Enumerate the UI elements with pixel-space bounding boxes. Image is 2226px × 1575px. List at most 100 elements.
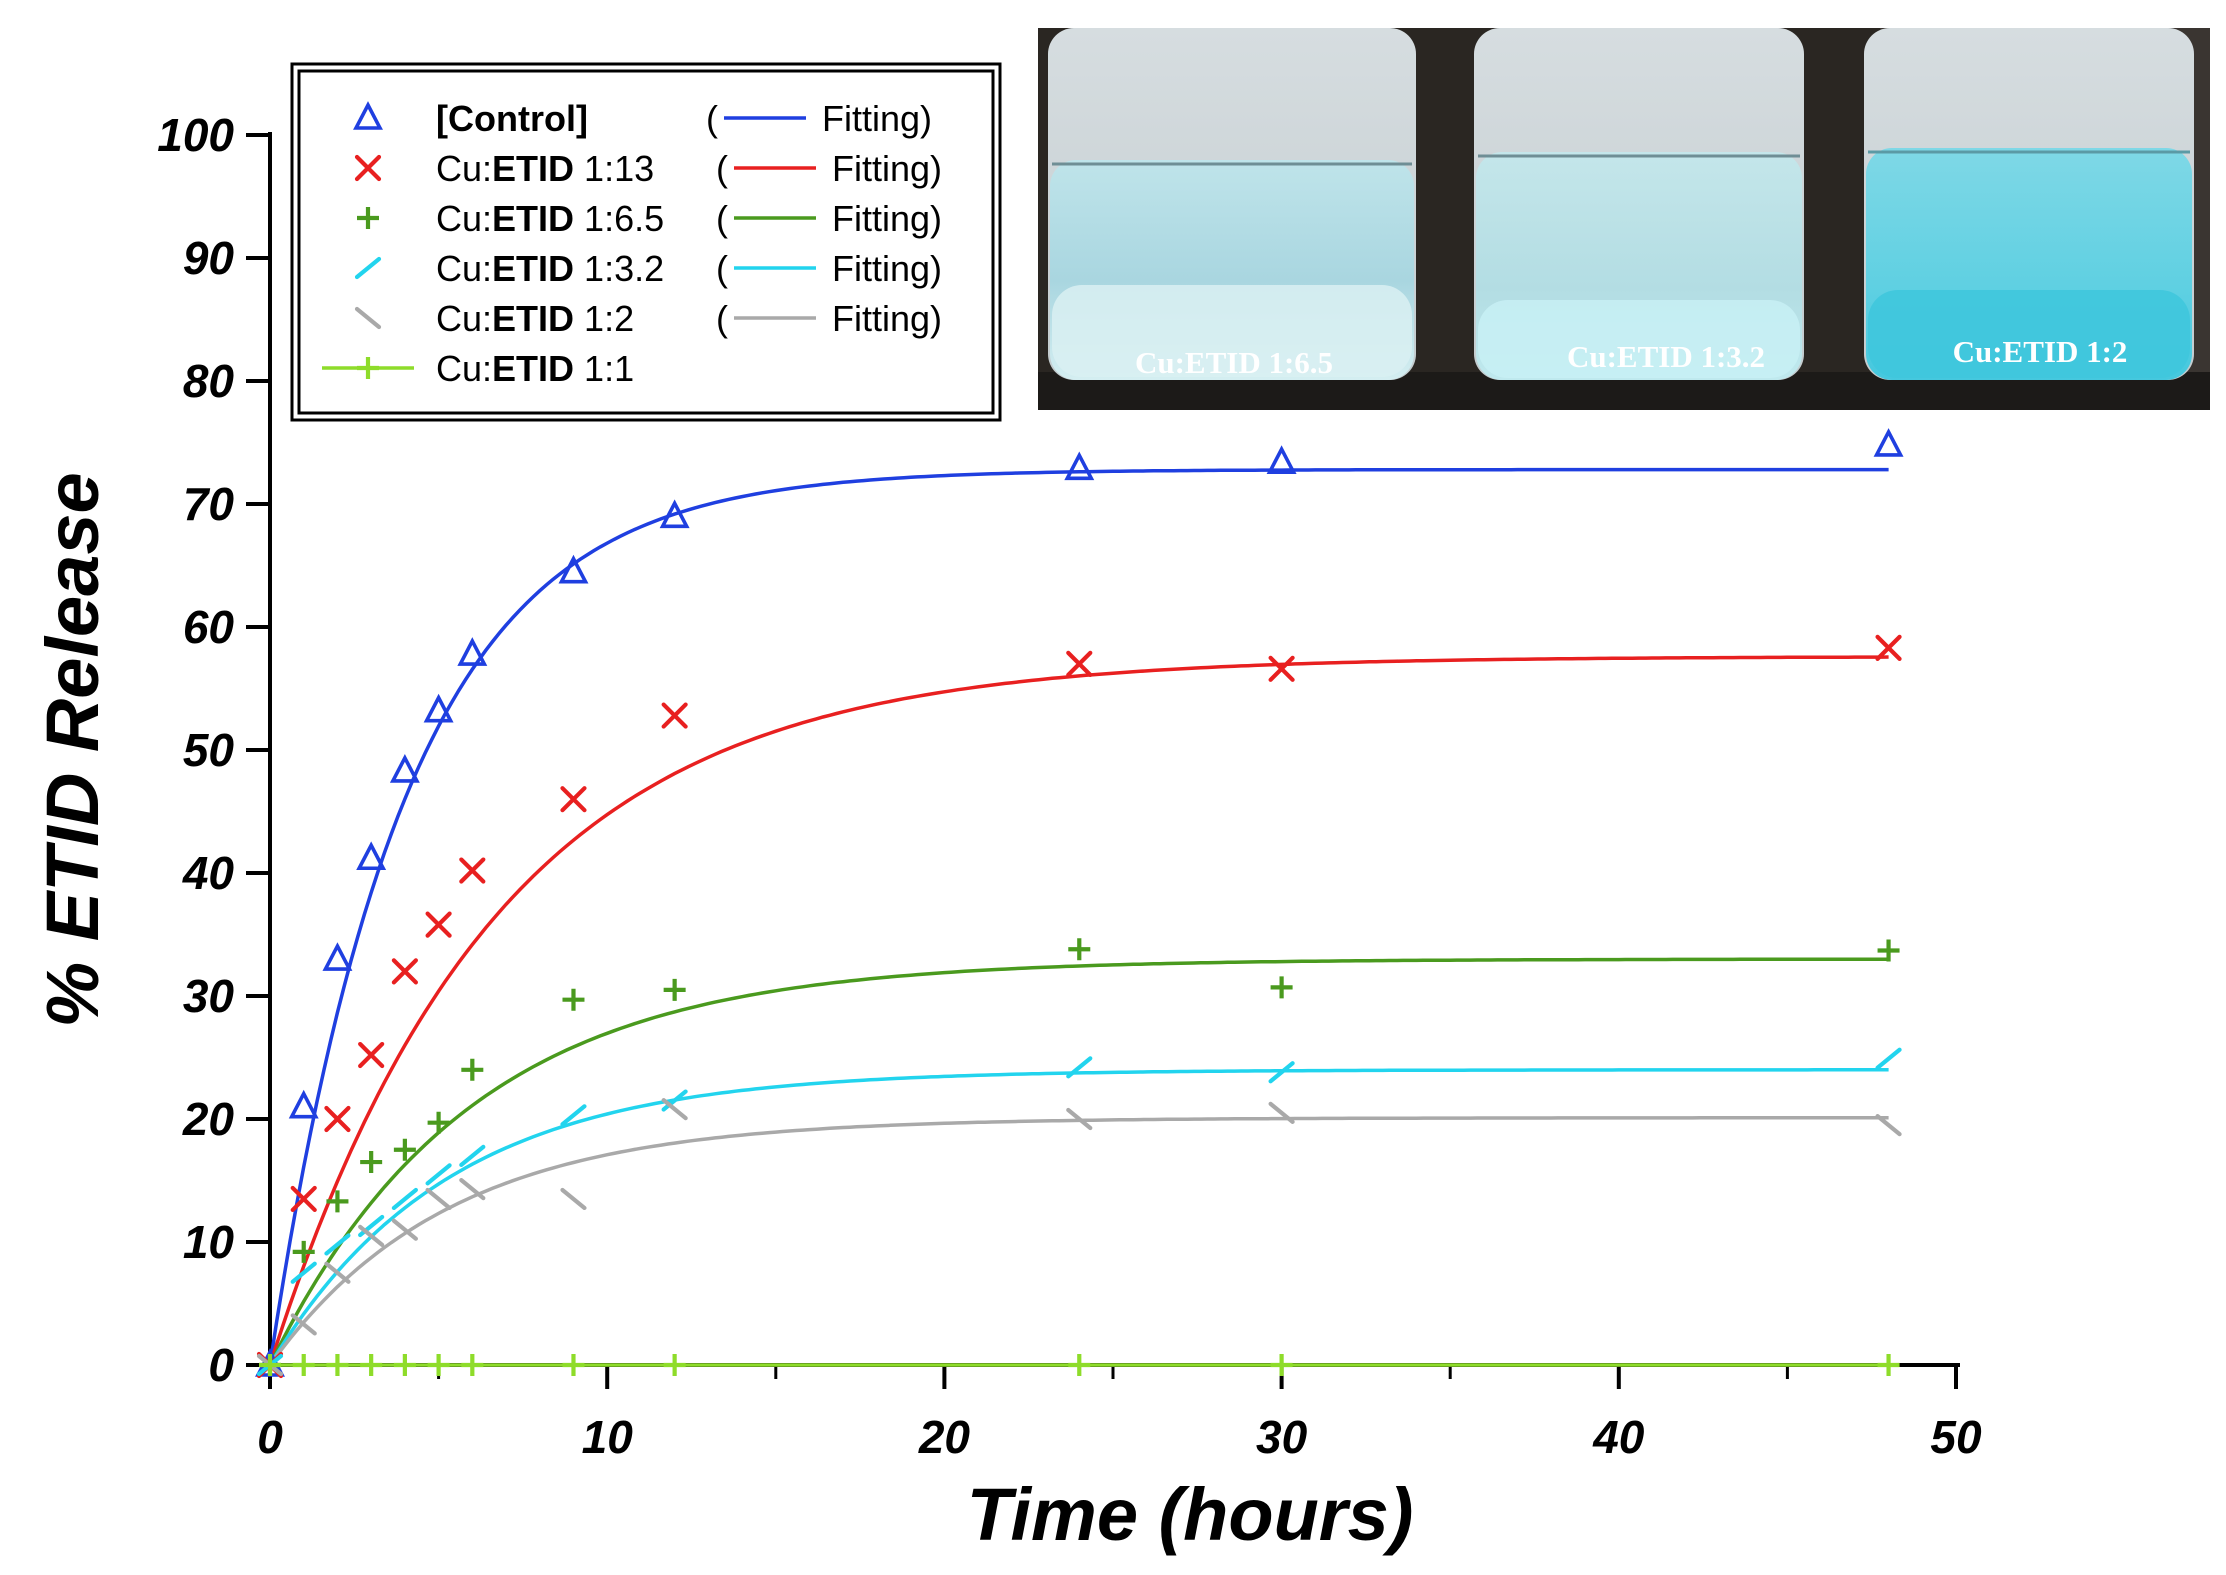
legend-label-part: 1:1 (574, 348, 634, 389)
legend: [Control](Fitting)Cu:ETID 1:13(Fitting)C… (290, 62, 1002, 422)
legend-label: Cu:ETID 1:1 (436, 348, 634, 389)
beaker-3 (1864, 28, 2194, 380)
data-point-series-2 (1268, 655, 1295, 682)
data-point-series-6 (1068, 1354, 1091, 1376)
data-point-series-2 (324, 1105, 351, 1133)
legend-label-part: Cu: (436, 298, 492, 339)
legend-label-part: Cu: (436, 248, 492, 289)
data-point-series-5 (324, 1261, 351, 1284)
fit-curve-1 (268, 467, 1889, 1366)
legend-label-part: 1:6.5 (574, 198, 664, 239)
data-point-series-1 (356, 841, 387, 871)
beaker-1 (1048, 28, 1416, 380)
data-point-series-1 (423, 693, 454, 723)
data-point-series-1 (558, 554, 589, 584)
legend-paren: ( (716, 198, 728, 239)
legend-label-part: ETID (492, 298, 574, 339)
legend-rows: [Control](Fitting)Cu:ETID 1:13(Fitting)C… (322, 98, 942, 389)
axes: 0 10 20 30 40 50 0 10 20 30 40 50 60 70 80 90 100 (157, 109, 1982, 1463)
data-point-series-1 (1064, 451, 1095, 481)
beaker-2-sediment (1478, 300, 1800, 378)
data-point-series-6 (360, 1354, 383, 1376)
data-point-series-4 (661, 1089, 688, 1112)
x-axis-title: Time (hours) (967, 1473, 1414, 1556)
data-point-series-6 (562, 1354, 585, 1376)
legend-label-part: ETID (492, 248, 574, 289)
legend-item: Cu:ETID 1:13 (Fitting) (354, 148, 942, 189)
legend-fit-text: Fitting (832, 298, 930, 339)
y-tick-label: 50 (183, 724, 235, 776)
legend-item: Cu:ETID 1:3.2 (Fitting) (354, 248, 942, 289)
legend-label-part: ETID (492, 348, 574, 389)
photo-label-2: Cu:ETID 1:3.2 (1567, 339, 1765, 374)
data-point-series-6 (1877, 1354, 1900, 1376)
legend-label: [Control] (436, 98, 588, 139)
y-tick-label: 100 (157, 109, 234, 161)
data-point-series-6 (663, 1354, 686, 1376)
data-point-series-6 (427, 1354, 450, 1376)
data-point-series-3 (663, 978, 686, 1001)
legend-marker-swatch (354, 306, 382, 330)
fit-curves (268, 467, 1889, 1367)
legend-frame-outer (290, 62, 1002, 422)
y-tick-label: 90 (183, 232, 235, 284)
legend-paren: ( (716, 248, 728, 289)
data-point-series-6 (393, 1354, 416, 1376)
data-point-series-4 (459, 1144, 486, 1167)
data-point-series-6 (326, 1354, 349, 1376)
data-point-series-5 (459, 1178, 486, 1201)
x-axis-ticks: 0 10 20 30 40 50 (257, 1365, 1982, 1463)
data-point-series-1 (457, 637, 488, 666)
data-point-series-4 (1875, 1047, 1902, 1070)
y-tick-label: 40 (182, 847, 235, 899)
x-tick-label: 30 (1256, 1411, 1308, 1463)
legend-fit-text: Fitting (822, 98, 920, 139)
legend-label-part: ETID (492, 198, 574, 239)
legend-paren-close: ) (920, 98, 932, 139)
beaker-3-sediment (1868, 290, 2190, 378)
legend-label: Cu:ETID 1:2 (436, 298, 634, 339)
data-point-series-6 (259, 1354, 281, 1376)
data-point-series-4 (324, 1233, 351, 1256)
legend-label-part: Cu: (436, 348, 492, 389)
legend-label: Cu:ETID 1:6.5 (436, 198, 664, 239)
legend-item: Cu:ETID 1:2 (Fitting) (354, 298, 942, 339)
data-point-series-5 (358, 1224, 385, 1247)
data-point-series-5 (1066, 1107, 1093, 1131)
photo-label-3: Cu:ETID 1:2 (1953, 334, 2128, 369)
data-point-series-1 (389, 754, 420, 783)
legend-item: Cu:ETID 1:6.5 (Fitting) (357, 198, 942, 239)
data-point-series-1 (288, 1089, 319, 1119)
legend-label-part: 1:3.2 (574, 248, 664, 289)
legend-label-part: Cu: (436, 148, 492, 189)
inset-photo: Cu:ETID 1:6.5 Cu:ETID 1:3.2 Cu:ETID 1:2 (1038, 28, 2210, 410)
y-axis-ticks: 0 10 20 30 40 50 60 70 80 90 100 (157, 109, 270, 1391)
legend-fit-text: Fitting (832, 248, 930, 289)
legend-label: Cu:ETID 1:13 (436, 148, 654, 189)
legend-label-part: 1:2 (574, 298, 634, 339)
legend-label-part: Cu: (436, 198, 492, 239)
data-point-series-4 (391, 1187, 418, 1211)
x-tick-label: 40 (1592, 1411, 1645, 1463)
data-point-series-3 (393, 1138, 416, 1161)
legend-fit-label: Fitting) (832, 298, 942, 339)
data-point-series-4 (290, 1261, 317, 1284)
legend-marker-swatch (353, 101, 383, 130)
data-point-series-6 (461, 1354, 484, 1376)
legend-fit-label: Fitting) (832, 148, 942, 189)
data-point-series-2 (459, 857, 486, 884)
y-axis-title: % ETID Release (31, 472, 114, 1027)
data-point-series-3 (326, 1190, 349, 1213)
data-point-series-2 (1875, 634, 1902, 662)
data-point-series-2 (358, 1041, 385, 1069)
legend-frame-inner (297, 69, 995, 415)
data-point-series-4 (358, 1214, 385, 1238)
x-tick-label: 20 (918, 1411, 971, 1463)
y-tick-label: 10 (183, 1216, 235, 1268)
y-tick-label: 0 (208, 1339, 234, 1391)
legend-label-part: [Control] (436, 98, 588, 139)
data-point-series-1 (1266, 445, 1297, 474)
legend-paren-close: ) (930, 298, 942, 339)
legend-label-part: 1:13 (574, 148, 654, 189)
legend-paren: ( (706, 98, 718, 139)
